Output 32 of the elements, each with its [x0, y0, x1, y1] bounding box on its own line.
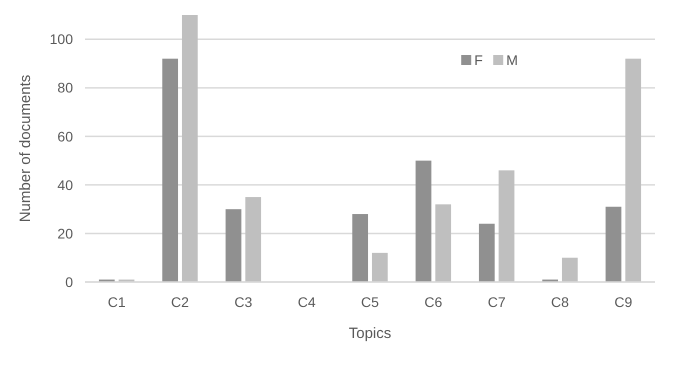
x-tick-label: C5	[361, 294, 380, 310]
x-tick-label: C6	[424, 294, 442, 310]
y-tick-label: 20	[57, 225, 74, 242]
bar	[498, 170, 514, 282]
bar	[226, 209, 242, 282]
y-axis-title: Number of documents	[17, 74, 34, 222]
y-tick-label: 60	[57, 128, 74, 144]
bar	[562, 258, 578, 282]
bar	[416, 160, 432, 282]
x-tick-label: C7	[488, 294, 506, 310]
legend-label: F	[474, 52, 483, 68]
y-tick-label: 100	[50, 31, 74, 48]
x-tick-label: C3	[234, 294, 252, 310]
bar	[606, 206, 622, 282]
bar	[478, 224, 495, 282]
x-tick-label: C8	[551, 294, 570, 310]
bar	[245, 197, 262, 282]
bar	[162, 58, 178, 282]
x-tick-label: C4	[298, 294, 316, 310]
x-tick-label: C1	[108, 294, 126, 310]
bar	[372, 252, 388, 282]
y-tick-label: 0	[65, 274, 74, 290]
x-axis-title: Topics	[348, 325, 392, 342]
x-tick-label: C9	[614, 294, 632, 310]
bar	[625, 58, 642, 282]
bar	[182, 15, 198, 282]
x-tick-label: C2	[171, 294, 190, 310]
bar	[435, 204, 452, 282]
bar	[352, 214, 368, 282]
legend-label: M	[506, 52, 518, 68]
y-tick-label: 40	[57, 176, 74, 193]
y-tick-label: 80	[57, 80, 74, 96]
